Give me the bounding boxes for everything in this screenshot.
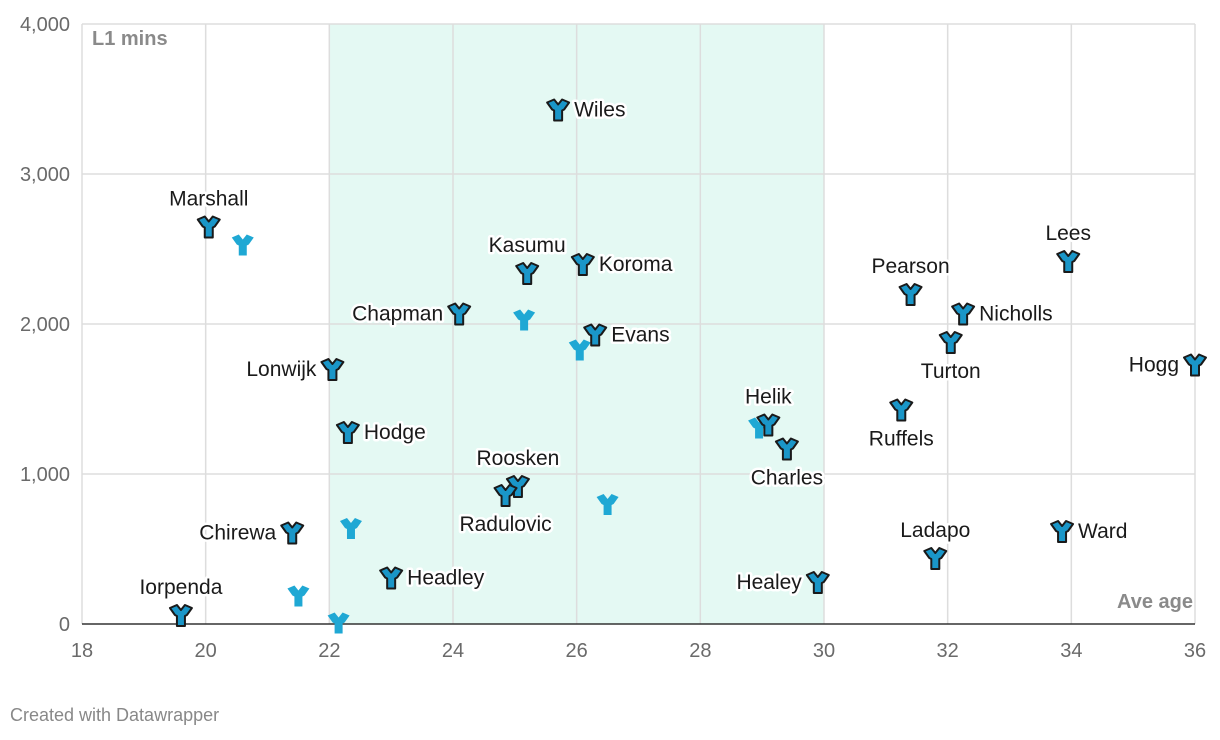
data-point-label: Headley [407,567,485,590]
x-tick-label: 20 [195,640,217,662]
data-point-label: Chapman [352,303,443,326]
data-point-label: Wiles [574,99,625,122]
data-point-label: Charles [751,467,823,490]
data-point-label: Ward [1078,520,1127,543]
data-point-label: Hogg [1129,354,1179,377]
x-axis-title: Ave age [1117,591,1193,613]
data-point [805,571,830,594]
x-tick-label: 18 [71,640,93,662]
data-point [951,302,976,326]
data-point [756,413,781,437]
data-point [774,437,799,461]
data-point-unlabeled [287,585,310,607]
x-tick-label: 36 [1184,640,1206,662]
data-point [923,547,948,570]
data-point-label: Roosken [476,447,559,470]
y-tick-label: 4,000 [20,14,70,36]
data-point [335,421,360,444]
y-tick-label: 0 [59,614,70,636]
x-axis-ticks: 18 20 22 24 26 28 30 32 34 36 [71,640,1206,662]
data-point [583,323,608,347]
y-tick-label: 2,000 [20,314,70,336]
data-point-label: Pearson [871,255,949,278]
data-point-label: Ladapo [900,519,970,542]
x-tick-label: 34 [1060,640,1082,662]
gridlines [81,23,1196,625]
y-tick-label: 3,000 [20,164,70,186]
y-tick-label: 1,000 [20,464,70,486]
x-tick-label: 30 [813,640,835,662]
data-point [898,283,923,306]
data-point-unlabeled [568,339,591,361]
data-point [1050,520,1075,543]
data-point-unlabeled [339,518,362,539]
data-point-label: Evans [611,324,669,347]
footer-credit: Created with Datawrapper [10,705,220,725]
data-point-label: Lees [1045,222,1091,245]
x-tick-label: 22 [318,640,340,662]
data-point [570,253,595,276]
data-point-label: Lonwijk [246,358,317,381]
x-tick-label: 26 [566,640,588,662]
y-axis-ticks: 0 1,000 2,000 3,000 4,000 [20,14,70,636]
data-points: Wiles Marshall Kasumu Koroma Chapman Evans Lon… [137,96,1207,634]
data-point [320,358,345,381]
data-point-label: Chirewa [199,522,276,545]
data-point-label: Iorpenda [139,576,222,599]
data-point [280,521,305,545]
x-tick-label: 24 [442,640,464,662]
data-point-label: Hodge [364,421,426,444]
data-point [1183,353,1207,377]
data-point-label: Kasumu [489,234,566,257]
y-axis-title: L1 mins [92,28,168,50]
data-point-label: Koroma [599,253,673,276]
data-point-unlabeled [231,234,254,256]
data-point [938,331,963,354]
data-point [168,604,193,627]
data-point-unlabeled [513,309,536,331]
data-point [889,398,914,422]
data-point-label: Helik [745,386,792,409]
data-point [1056,250,1081,273]
x-tick-label: 28 [689,640,711,662]
data-point [493,484,518,507]
data-point [379,566,404,590]
x-tick-label: 32 [937,640,959,662]
data-point-unlabeled [327,612,350,634]
data-point [546,98,571,122]
data-point-label: Turton [921,360,981,383]
data-point-label: Ruffels [869,428,934,451]
data-point [196,215,221,239]
data-point [515,262,540,285]
scatter-chart: 0 1,000 2,000 3,000 4,000 18 20 22 24 26 28 30 32 34… [20,14,1207,662]
data-point-unlabeled [596,494,619,515]
data-point-label: Healey [736,571,802,594]
data-point [447,302,472,326]
data-point-label: Marshall [169,188,248,211]
data-point-label: Radulovic [459,513,551,536]
data-point-label: Nicholls [979,303,1053,326]
